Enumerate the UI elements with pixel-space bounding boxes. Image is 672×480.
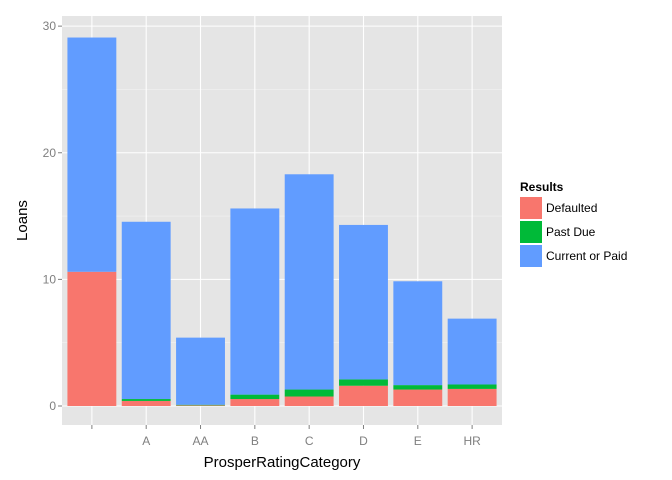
legend-label: Past Due xyxy=(546,225,596,239)
bar-segment-defaulted xyxy=(176,405,225,407)
bar-segment-past-due xyxy=(230,394,280,400)
x-axis-title: ProsperRatingCategory xyxy=(204,454,361,471)
x-tick-label: D xyxy=(359,434,368,448)
bar-segment-defaulted xyxy=(284,396,334,407)
bar-segment-current-or-paid xyxy=(230,208,280,395)
legend-key-current-or-paid xyxy=(520,245,542,267)
y-axis-title: Loans xyxy=(14,200,31,241)
bar-segment-current-or-paid xyxy=(67,37,117,272)
y-axis-ticks: 0 10 20 30 xyxy=(43,19,62,413)
x-tick-label: AA xyxy=(193,434,209,448)
y-tick-label: 30 xyxy=(43,19,57,33)
bar-segment-past-due xyxy=(176,404,225,406)
bar-segment-past-due xyxy=(393,385,443,390)
bar-segment-current-or-paid xyxy=(447,318,497,385)
bar-segment-current-or-paid xyxy=(284,174,334,390)
x-tick-label: C xyxy=(305,434,314,448)
legend-key-defaulted xyxy=(520,197,542,219)
bar-segment-defaulted xyxy=(393,389,443,407)
bar-segment-past-due xyxy=(284,389,334,397)
legend-title: Results xyxy=(520,180,564,194)
bar-segment-current-or-paid xyxy=(339,224,388,380)
bar-segment-defaulted xyxy=(121,400,171,407)
bar-segment-past-due xyxy=(339,379,388,386)
legend-label: Defaulted xyxy=(546,201,597,215)
bar-segment-current-or-paid xyxy=(121,221,171,400)
y-tick-label: 10 xyxy=(43,272,57,286)
y-tick-label: 20 xyxy=(43,146,57,160)
x-tick-label: B xyxy=(251,434,259,448)
legend: Results Defaulted Past Due Current or Paid xyxy=(520,180,627,267)
bar-segment-current-or-paid xyxy=(393,281,443,386)
bar-segment-defaulted xyxy=(447,388,497,407)
legend-key-past-due xyxy=(520,221,542,243)
bars xyxy=(67,37,497,407)
bar-segment-current-or-paid xyxy=(176,337,225,405)
y-tick-label: 0 xyxy=(49,399,56,413)
legend-label: Current or Paid xyxy=(546,249,627,263)
bar-segment-past-due xyxy=(447,384,497,389)
x-tick-label: E xyxy=(414,434,422,448)
bar-segment-defaulted xyxy=(230,399,280,407)
x-axis-ticks: A AA B C D E HR xyxy=(91,425,481,448)
bar-segment-defaulted xyxy=(339,385,388,407)
bar-segment-past-due xyxy=(121,399,171,401)
x-tick-label: HR xyxy=(463,434,481,448)
bar-segment-defaulted xyxy=(67,271,117,407)
x-tick-label: A xyxy=(142,434,150,448)
